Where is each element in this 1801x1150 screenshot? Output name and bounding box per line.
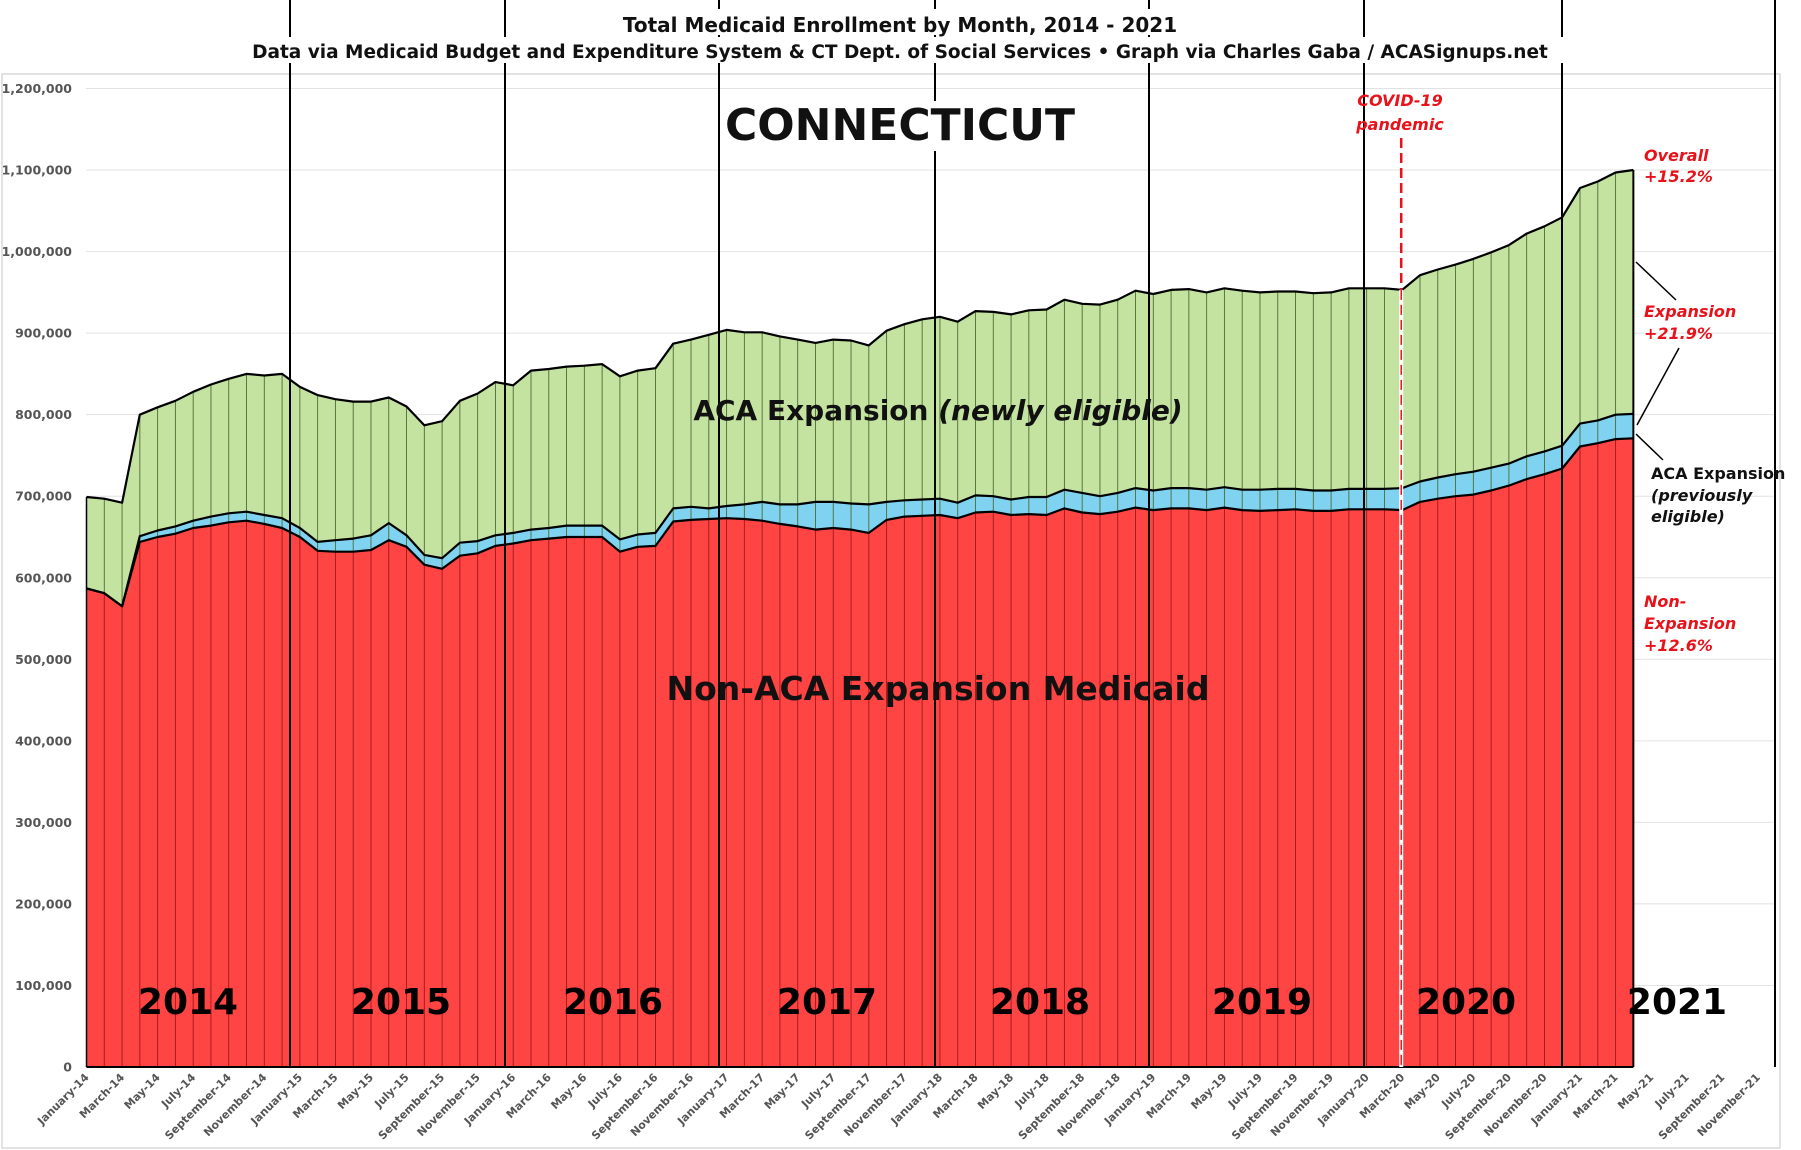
newly-eligible-label-main: ACA Expansion: [693, 394, 938, 427]
covid-label-line1: COVID-19: [1357, 91, 1443, 110]
year-label-2014: 2014: [138, 982, 238, 1023]
y-tick-label: 700,000: [15, 489, 72, 504]
month-lines: [86, 170, 1634, 1067]
covid-label-line2: pandemic: [1355, 115, 1444, 134]
y-tick-label: 200,000: [15, 896, 72, 911]
expansion-leader-top: [1635, 261, 1677, 301]
y-tick-label: 300,000: [15, 815, 72, 830]
year-label-2019: 2019: [1212, 982, 1312, 1023]
non-expansion-pct-line2: Expansion: [1644, 614, 1736, 633]
y-tick-label: 1,200,000: [2, 81, 73, 96]
year-label-2018: 2018: [990, 982, 1090, 1023]
x-tick-label: May-14: [122, 1071, 163, 1112]
previously-label-line3: eligible): [1651, 507, 1725, 526]
y-tick-label: 800,000: [15, 407, 72, 422]
subtitle-bg: [232, 37, 1569, 63]
x-tick-label: November-17: [841, 1071, 909, 1139]
year-label-2017: 2017: [777, 982, 877, 1023]
y-tick-label: 400,000: [15, 733, 72, 748]
x-tick-label: May-19: [1188, 1071, 1229, 1112]
expansion-label-line2: +21.9%: [1644, 324, 1713, 343]
x-tick-label: May-15: [335, 1071, 376, 1112]
x-tick-label: November-14: [201, 1071, 269, 1139]
previously-label-line1: ACA Expansion: [1651, 464, 1785, 483]
previously-eligible-leader: [1635, 433, 1664, 461]
outline-series-0: [86, 437, 1634, 608]
state-label-bg: [722, 101, 1074, 151]
x-tick-label: November-19: [1268, 1071, 1336, 1139]
year-dividers: [289, 0, 1776, 1067]
chart-subtitle: Data via Medicaid Budget and Expenditure…: [252, 42, 1548, 63]
series-outlines: [85, 168, 1635, 1068]
outline-series-2: [86, 168, 1634, 504]
y-tick-label: 1,000,000: [2, 244, 73, 259]
outline-series-1: [86, 412, 1634, 608]
year-label-2015: 2015: [351, 982, 451, 1023]
x-tick-label: November-20: [1481, 1071, 1549, 1139]
overall-label-line2: +15.2%: [1644, 167, 1713, 186]
year-label-2016: 2016: [563, 982, 663, 1023]
title-bg: [628, 9, 1174, 35]
stacked-areas: [86, 170, 1634, 1067]
chart-frame: [1, 73, 1781, 1149]
x-tick-label: November-16: [628, 1071, 696, 1139]
y-tick-label: 900,000: [15, 326, 72, 341]
x-tick-label: May-16: [548, 1071, 589, 1112]
non-expansion-pct-line1: Non-: [1644, 592, 1686, 611]
y-tick-label: 1,100,000: [2, 163, 73, 178]
x-tick-label: May-20: [1402, 1071, 1443, 1112]
previously-label-line2: (previously: [1651, 486, 1753, 505]
non-expansion-label: Non-ACA Expansion Medicaid: [666, 669, 1209, 708]
x-tick-label: May-17: [762, 1071, 803, 1112]
non-expansion-pct-line3: +12.6%: [1644, 636, 1713, 655]
expansion-label-line1: Expansion: [1644, 302, 1736, 321]
x-axis-ticks: January-14March-14May-14July-14September…: [34, 1071, 1763, 1143]
area-series-0: [86, 438, 1634, 1067]
x-tick-label: November-18: [1055, 1071, 1123, 1139]
year-label-2020: 2020: [1416, 982, 1516, 1023]
x-tick-label: May-21: [1615, 1071, 1656, 1112]
year-label-2021: 2021: [1627, 982, 1727, 1023]
year-labels: 2014 2015 2016 2017 2018 2019 2020 2021: [138, 982, 1727, 1023]
y-tick-label: 600,000: [15, 570, 72, 585]
expansion-leader-bottom: [1636, 347, 1680, 426]
y-axis-ticks: 0 100,000 200,000 300,000 400,000 500,000 600,…: [2, 81, 73, 1075]
overall-label-line1: Overall: [1644, 146, 1709, 165]
y-tick-label: 0: [63, 1060, 72, 1075]
area-series-1: [86, 413, 1634, 607]
newly-eligible-label-italic: (newly eligible): [938, 394, 1182, 427]
x-tick-label: November-21: [1695, 1071, 1763, 1139]
area-series-2: [86, 170, 1634, 607]
state-label: CONNECTICUT: [725, 100, 1075, 151]
y-tick-label: 500,000: [15, 652, 72, 667]
chart-title: Total Medicaid Enrollment by Month, 2014…: [623, 13, 1177, 37]
x-tick-label: May-18: [975, 1071, 1016, 1112]
y-tick-label: 100,000: [15, 978, 72, 993]
x-tick-label: November-15: [415, 1071, 483, 1139]
newly-eligible-label: ACA Expansion (newly eligible): [693, 394, 1182, 427]
